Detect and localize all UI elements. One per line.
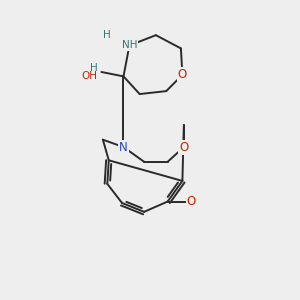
Text: N: N	[119, 141, 128, 154]
Text: O: O	[187, 195, 196, 208]
Text: O: O	[179, 141, 188, 154]
Text: O: O	[178, 68, 187, 81]
Text: H: H	[103, 30, 111, 40]
Text: H: H	[90, 63, 98, 73]
Text: OH: OH	[82, 71, 98, 81]
Text: NH: NH	[122, 40, 137, 50]
